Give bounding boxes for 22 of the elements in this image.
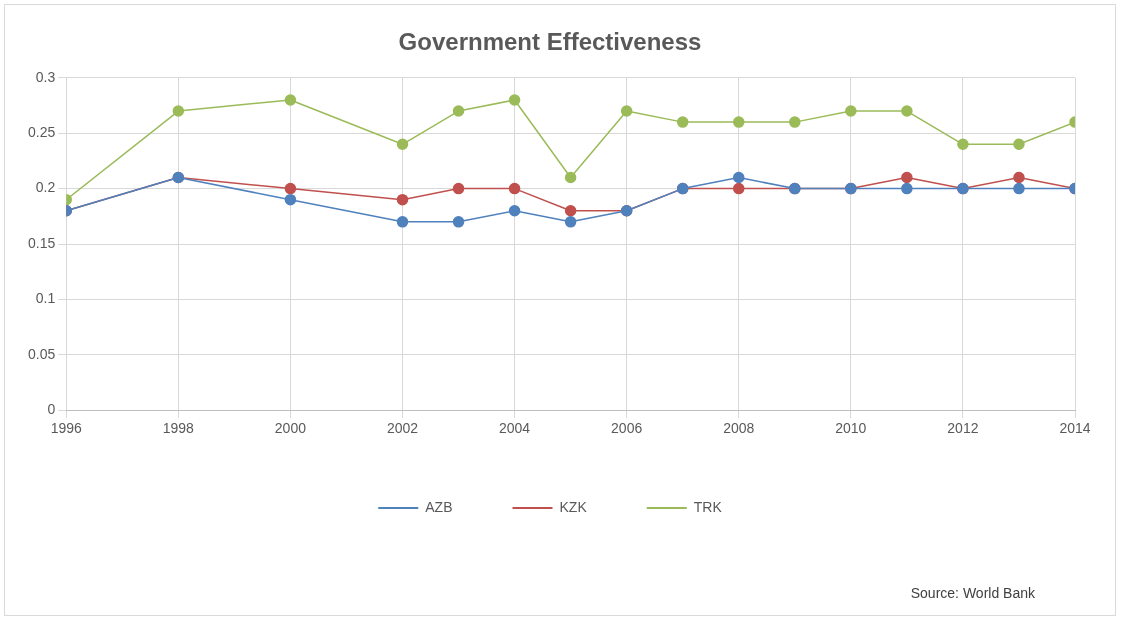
x-tick-label: 2010: [835, 420, 867, 437]
y-tick-label: 0.3: [35, 68, 56, 85]
x-tick-label: 2004: [499, 420, 531, 437]
chart-title: Government Effectiveness: [398, 28, 702, 56]
legend-label: AZB: [425, 498, 453, 515]
y-tick-label: 0.2: [35, 179, 56, 196]
legend-label: KZK: [559, 498, 588, 515]
legend-label: TRK: [693, 498, 723, 515]
y-tick-label: 0: [47, 401, 56, 418]
x-tick-label: 1998: [162, 420, 195, 437]
y-tick-label: 0.25: [28, 124, 56, 141]
y-tick-label: 0.1: [35, 290, 56, 307]
x-tick-label: 1996: [50, 420, 83, 437]
x-tick-label: 2002: [386, 420, 419, 437]
y-tick-label: 0.05: [28, 345, 56, 362]
x-tick-label: 2008: [723, 420, 755, 437]
x-tick-label: 2012: [947, 420, 979, 437]
x-tick-label: 2006: [611, 420, 643, 437]
source-note: Source: World Bank: [910, 585, 1035, 601]
x-tick-label: 2014: [1059, 420, 1091, 437]
y-tick-label: 0.15: [28, 234, 56, 251]
x-tick-label: 2000: [274, 420, 307, 437]
